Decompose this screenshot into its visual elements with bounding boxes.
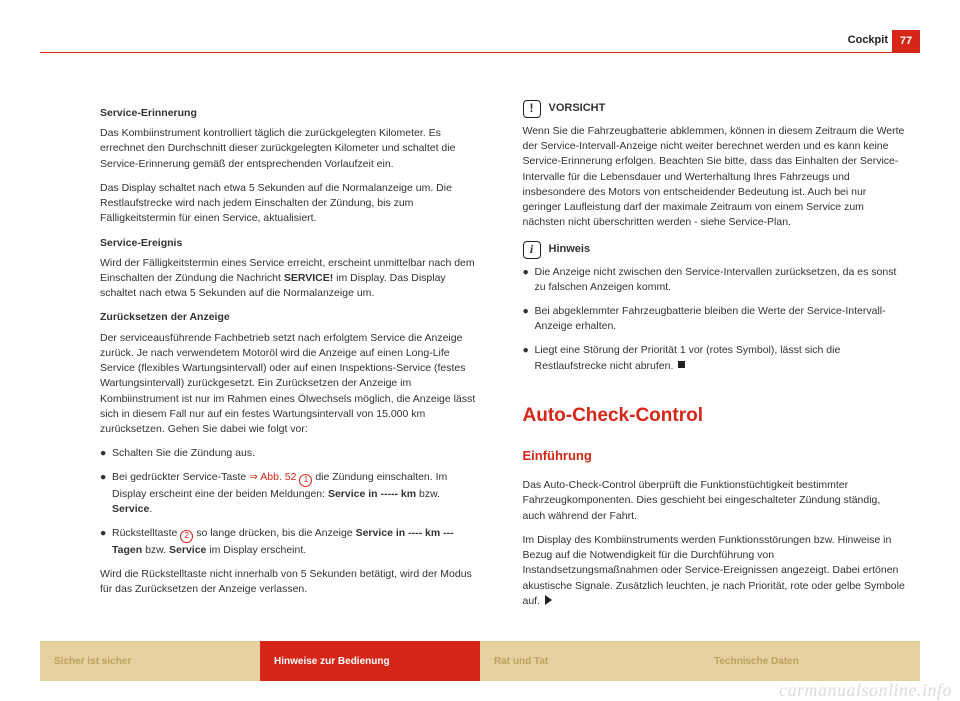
paragraph: Das Display schaltet nach etwa 5 Sekunde…: [100, 181, 483, 227]
left-column: Service-Erinnerung Das Kombiinstrument k…: [100, 100, 483, 621]
paragraph: Das Auto-Check-Control überprüft die Fun…: [523, 478, 906, 524]
continued-icon: [545, 595, 552, 605]
paragraph: Wird die Rückstelltaste nicht innerhalb …: [100, 567, 483, 597]
page-number-badge: 77: [892, 30, 920, 52]
end-of-section-icon: [678, 361, 685, 368]
right-column: ! VORSICHT Wenn Sie die Fahrzeugbatterie…: [523, 100, 906, 621]
bullet-icon: ●: [100, 526, 112, 558]
cross-reference: ⇒ Abb. 52: [249, 471, 296, 483]
content-area: Service-Erinnerung Das Kombiinstrument k…: [100, 100, 905, 621]
tab-tips[interactable]: Rat und Tat: [480, 641, 700, 681]
heading-level-2: Einführung: [523, 447, 906, 466]
note-callout: i Hinweis: [523, 241, 906, 259]
reference-marker-icon: 2: [180, 530, 193, 543]
header-bar: Cockpit 77: [0, 30, 960, 48]
heading-service-reminder: Service-Erinnerung: [100, 106, 483, 121]
heading-reset: Zurücksetzen der Anzeige: [100, 310, 483, 325]
tab-techdata[interactable]: Technische Daten: [700, 641, 920, 681]
caution-callout: ! VORSICHT: [523, 100, 906, 118]
watermark: carmanualsonline.info: [779, 680, 952, 701]
reference-marker-icon: 1: [299, 474, 312, 487]
heading-service-event: Service-Ereignis: [100, 236, 483, 251]
paragraph: Im Display des Kombiinstruments werden F…: [523, 533, 906, 609]
heading-level-1: Auto-Check-Control: [523, 402, 906, 430]
page: Cockpit 77 Service-Erinnerung Das Kombii…: [0, 0, 960, 701]
caution-icon: !: [523, 100, 541, 118]
tab-safety[interactable]: Sicher ist sicher: [40, 641, 260, 681]
paragraph: Wird der Fälligkeitstermin eines Service…: [100, 256, 483, 302]
header-section-label: Cockpit: [848, 34, 888, 46]
bullet-icon: ●: [100, 446, 112, 461]
list-item: ● Bei gedrückter Service-Taste ⇒ Abb. 52…: [100, 470, 483, 517]
paragraph: Das Kombiinstrument kontrolliert täglich…: [100, 126, 483, 172]
caution-label: VORSICHT: [549, 101, 606, 117]
list-item: ● Schalten Sie die Zündung aus.: [100, 446, 483, 461]
list-item: ● Rückstelltaste 2 so lange drücken, bis…: [100, 526, 483, 558]
paragraph: Der serviceausführende Fachbetrieb setzt…: [100, 331, 483, 438]
note-label: Hinweis: [549, 242, 591, 258]
paragraph: Wenn Sie die Fahrzeugbatterie abklemmen,…: [523, 124, 906, 231]
bullet-icon: ●: [523, 343, 535, 373]
list-item: ● Liegt eine Störung der Priorität 1 vor…: [523, 343, 906, 373]
list-item: ● Die Anzeige nicht zwischen den Service…: [523, 265, 906, 295]
header-rule: [40, 52, 920, 53]
bullet-icon: ●: [523, 265, 535, 295]
info-icon: i: [523, 241, 541, 259]
bullet-icon: ●: [523, 304, 535, 334]
tab-operation[interactable]: Hinweise zur Bedienung: [260, 641, 480, 681]
list-item: ● Bei abgeklemmter Fahrzeugbatterie blei…: [523, 304, 906, 334]
footer-tabs: Sicher ist sicher Hinweise zur Bedienung…: [40, 641, 920, 681]
bullet-icon: ●: [100, 470, 112, 517]
